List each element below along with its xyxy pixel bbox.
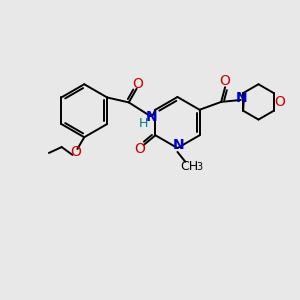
Text: CH: CH xyxy=(180,160,198,173)
Text: N: N xyxy=(146,110,157,124)
Text: O: O xyxy=(132,77,143,91)
Text: H: H xyxy=(139,118,148,130)
Text: N: N xyxy=(173,138,184,152)
Text: 3: 3 xyxy=(196,162,202,172)
Text: N: N xyxy=(236,91,248,105)
Text: O: O xyxy=(70,145,81,159)
Text: O: O xyxy=(220,74,230,88)
Text: O: O xyxy=(274,95,285,109)
Text: O: O xyxy=(134,142,145,156)
